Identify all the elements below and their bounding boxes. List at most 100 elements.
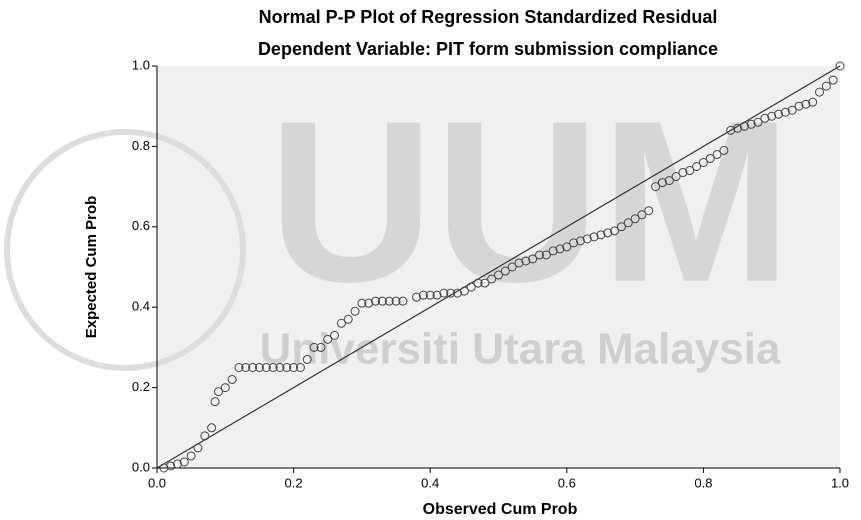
point bbox=[821, 81, 831, 91]
point bbox=[275, 363, 285, 372]
chart-subtitle: Dependent Variable: PIT form submission … bbox=[258, 39, 718, 59]
point bbox=[787, 105, 797, 115]
y-tick-label: 1.0 bbox=[132, 57, 150, 72]
point bbox=[774, 109, 784, 119]
point bbox=[316, 342, 326, 352]
y-tick-label: 0.4 bbox=[132, 299, 150, 314]
point bbox=[446, 288, 456, 298]
point bbox=[534, 250, 544, 260]
point bbox=[828, 75, 838, 85]
point bbox=[589, 232, 599, 242]
watermark: UUM bbox=[268, 73, 792, 330]
point bbox=[241, 363, 251, 372]
point bbox=[678, 168, 688, 178]
point bbox=[343, 314, 353, 324]
point bbox=[473, 278, 483, 288]
point bbox=[210, 397, 220, 407]
point bbox=[507, 262, 517, 272]
point bbox=[207, 423, 217, 433]
y-tick-label: 0.8 bbox=[132, 138, 150, 153]
point bbox=[295, 363, 305, 372]
point bbox=[733, 123, 743, 133]
point bbox=[835, 61, 845, 71]
point bbox=[753, 117, 763, 127]
point bbox=[623, 218, 633, 228]
point bbox=[637, 210, 647, 220]
point bbox=[371, 296, 381, 306]
point bbox=[309, 342, 319, 352]
point bbox=[282, 363, 292, 372]
point bbox=[323, 334, 333, 344]
point bbox=[261, 363, 271, 372]
chart-title: Normal P-P Plot of Regression Standardiz… bbox=[259, 7, 718, 27]
point bbox=[760, 113, 770, 123]
point bbox=[384, 296, 394, 306]
x-tick-label: 0.0 bbox=[148, 475, 166, 490]
point bbox=[453, 288, 463, 298]
point bbox=[336, 318, 346, 328]
point bbox=[200, 431, 210, 441]
point bbox=[213, 387, 223, 397]
y-tick-label: 0.0 bbox=[132, 459, 150, 474]
point bbox=[364, 298, 374, 308]
point bbox=[193, 443, 203, 453]
point bbox=[521, 256, 531, 266]
point bbox=[268, 363, 278, 372]
point bbox=[815, 87, 825, 97]
point bbox=[685, 166, 695, 176]
watermark: Universiti Utara Malaysia bbox=[260, 325, 781, 374]
point bbox=[610, 226, 620, 236]
point bbox=[494, 270, 503, 280]
point bbox=[418, 290, 428, 300]
point bbox=[794, 101, 804, 111]
point bbox=[254, 363, 264, 372]
point bbox=[179, 457, 189, 467]
point bbox=[562, 242, 572, 252]
point bbox=[220, 383, 230, 393]
point bbox=[548, 246, 558, 256]
point bbox=[671, 172, 681, 182]
y-axis-label: Expected Cum Prob bbox=[83, 196, 100, 339]
point bbox=[425, 290, 435, 300]
x-tick-label: 1.0 bbox=[831, 475, 849, 490]
point bbox=[528, 254, 538, 264]
x-tick-label: 0.6 bbox=[558, 475, 576, 490]
point bbox=[712, 149, 722, 159]
point bbox=[569, 238, 579, 248]
point bbox=[391, 296, 401, 306]
point bbox=[459, 286, 469, 296]
point bbox=[227, 375, 237, 385]
point bbox=[357, 298, 367, 308]
point bbox=[487, 274, 497, 284]
point bbox=[234, 363, 244, 372]
point bbox=[166, 461, 176, 471]
point bbox=[739, 121, 749, 131]
x-tick-label: 0.8 bbox=[694, 475, 712, 490]
watermark-logo bbox=[4, 129, 246, 371]
point bbox=[767, 111, 777, 121]
x-tick-label: 0.4 bbox=[421, 475, 439, 490]
reference-line bbox=[156, 65, 841, 469]
point bbox=[248, 363, 258, 372]
point bbox=[377, 296, 387, 306]
point bbox=[172, 459, 182, 469]
point bbox=[698, 157, 708, 167]
point bbox=[500, 266, 510, 276]
point bbox=[439, 288, 449, 298]
point bbox=[186, 451, 196, 461]
point bbox=[398, 296, 408, 306]
point bbox=[801, 99, 811, 109]
point bbox=[330, 330, 340, 340]
point bbox=[603, 228, 613, 238]
point bbox=[780, 107, 790, 117]
point bbox=[582, 234, 592, 244]
x-axis-label: Observed Cum Prob bbox=[423, 501, 578, 518]
x-tick-label: 0.2 bbox=[285, 475, 303, 490]
point bbox=[726, 125, 736, 135]
y-tick-label: 0.6 bbox=[132, 218, 150, 233]
point bbox=[705, 153, 715, 163]
point bbox=[596, 230, 606, 240]
point bbox=[412, 292, 422, 302]
y-tick-label: 0.2 bbox=[132, 379, 150, 394]
